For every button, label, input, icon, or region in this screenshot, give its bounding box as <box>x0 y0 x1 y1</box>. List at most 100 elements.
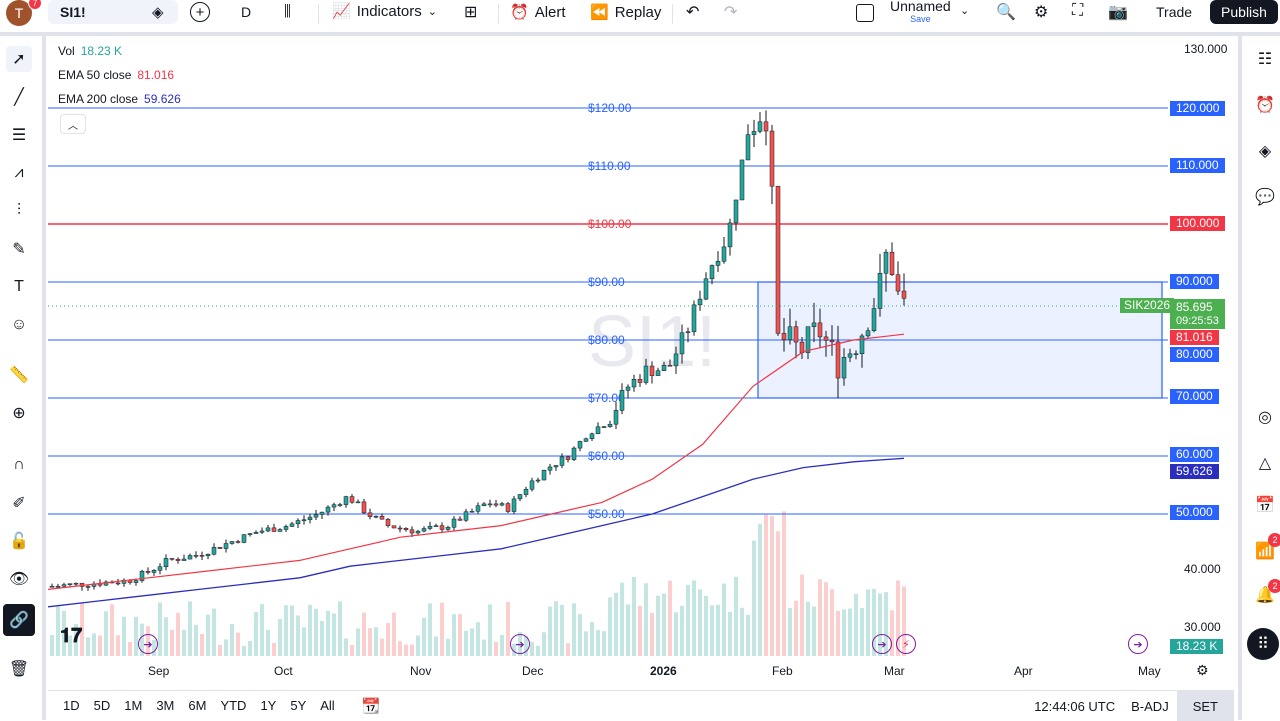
apps-grid-icon[interactable]: ⠿ <box>1247 628 1279 660</box>
candle <box>469 511 475 513</box>
ema200-legend[interactable]: EMA 200 close 59.626 <box>58 92 181 106</box>
replay-button[interactable]: ⏪ Replay <box>590 3 661 22</box>
lightning-event-icon[interactable]: ⚡ <box>896 634 916 654</box>
range-ytd[interactable]: YTD <box>220 698 247 713</box>
price-scale[interactable]: 130.000 120.000 110.000 100.000 90.000 8… <box>1168 36 1234 686</box>
volume-legend[interactable]: Vol 18.23 K <box>58 44 122 58</box>
templates-icon[interactable]: ⊞ <box>464 4 478 21</box>
publish-button[interactable]: Publish <box>1210 0 1278 24</box>
emoji-icon[interactable]: ☺ <box>10 316 28 333</box>
calendar-icon[interactable]: 📅 <box>1255 497 1275 514</box>
goto-date-icon[interactable]: 📆 <box>361 697 381 715</box>
undo-icon[interactable]: ↶ <box>686 4 700 21</box>
time-axis[interactable]: Sep Oct Nov Dec 2026 Feb Mar Apr May ⚙ <box>48 660 1234 684</box>
redo-icon[interactable]: ↷ <box>724 4 738 21</box>
chevron-down-icon[interactable]: ⌄ <box>960 5 970 17</box>
magnet-icon[interactable]: ∩ <box>13 456 25 473</box>
axis-settings-icon[interactable]: ⚙ <box>1196 662 1209 678</box>
volume-bar <box>692 580 696 656</box>
fullscreen-icon[interactable]: ⛶ <box>1072 2 1084 19</box>
volume-bar <box>884 592 888 656</box>
volume-bar <box>506 602 510 656</box>
horizontal-line-label: $70.00 <box>588 391 625 405</box>
cursor-icon[interactable]: ➚ <box>6 46 32 72</box>
collapse-legend-button[interactable]: ︿ <box>60 114 86 134</box>
forecast-icon[interactable]: ⫶ <box>16 202 21 219</box>
candle <box>697 298 703 306</box>
event-marker-icon[interactable]: ➔ <box>138 634 158 654</box>
chat-icon[interactable]: 💬 <box>1255 189 1275 206</box>
volume-bar <box>644 583 648 656</box>
volume-bar <box>896 580 900 656</box>
compare-symbol-icon[interactable]: + <box>190 2 210 22</box>
event-marker-icon[interactable]: ➔ <box>510 634 530 654</box>
ruler-icon[interactable]: 📏 <box>9 367 29 384</box>
diamond-icon[interactable]: ◈ <box>152 4 164 21</box>
range-1y[interactable]: 1Y <box>260 698 277 713</box>
volume-bar <box>704 595 708 656</box>
watchlist-icon[interactable]: ☷ <box>1257 51 1273 68</box>
fib-retracement-icon[interactable]: ☰ <box>11 127 27 144</box>
camera-icon[interactable]: 📷 <box>1108 4 1128 21</box>
candle <box>139 570 145 581</box>
session-toggle[interactable]: SET <box>1176 691 1234 721</box>
range-5y[interactable]: 5Y <box>290 698 307 713</box>
event-marker-icon[interactable]: ➔ <box>1128 634 1148 654</box>
candle <box>367 512 373 517</box>
trend-line-icon[interactable]: ╱ <box>14 89 24 106</box>
time-tick: May <box>1138 664 1161 678</box>
volume-bar <box>446 638 450 656</box>
link-icon[interactable]: 🔗 <box>3 604 35 636</box>
adjustment-toggle[interactable]: B-ADJ <box>1131 698 1169 714</box>
ema50-legend[interactable]: EMA 50 close 81.016 <box>58 68 174 82</box>
volume-bar <box>476 622 480 656</box>
volume-bar <box>110 604 114 656</box>
candle <box>835 341 841 379</box>
quick-search-icon[interactable]: 🔍 <box>996 4 1016 21</box>
horizontal-line-label: $100.00 <box>588 217 632 231</box>
indicators-button[interactable]: 📈 Indicators ⌄ <box>332 2 437 21</box>
range-1d[interactable]: 1D <box>63 698 80 713</box>
layout-name-button[interactable]: Unnamed Save <box>890 0 951 26</box>
volume-bar <box>758 523 762 656</box>
range-1m[interactable]: 1M <box>124 698 143 713</box>
user-avatar[interactable]: T <box>6 0 32 26</box>
horizontal-lines[interactable]: $120.00 $110.00 $100.00 $90.00 $80.00 $70.00 $… <box>48 101 1168 521</box>
ideas-icon[interactable]: △ <box>1258 455 1272 472</box>
range-5d[interactable]: 5D <box>93 698 111 713</box>
range-3m[interactable]: 3M <box>156 698 175 713</box>
clock[interactable]: 12:44:06 UTC <box>1034 698 1116 714</box>
text-icon[interactable]: T <box>14 278 24 295</box>
candle <box>217 546 223 549</box>
trash-icon[interactable]: 🗑 <box>8 661 30 678</box>
candles-icon[interactable]: ⫼ <box>284 3 291 20</box>
layout-icon[interactable] <box>856 4 874 22</box>
range-all[interactable]: All <box>320 698 335 713</box>
settings-gear-icon[interactable]: ⚙ <box>1034 4 1049 21</box>
trade-button[interactable]: Trade <box>1156 4 1193 20</box>
candle <box>349 496 355 503</box>
zoom-in-icon[interactable]: ⊕ <box>12 405 26 422</box>
layout-save-label: Save <box>910 14 931 24</box>
pattern-icon[interactable]: ⩘ <box>14 164 24 181</box>
layers-icon[interactable]: ◈ <box>1258 143 1272 160</box>
alert-button[interactable]: ⏰ Alert <box>510 3 566 22</box>
volume-bar <box>782 511 786 656</box>
alarm-clock-icon[interactable]: ⏰ <box>1255 97 1275 114</box>
candle <box>733 199 739 224</box>
eye-icon[interactable]: 👁 <box>8 571 30 588</box>
lock-drawing-icon[interactable]: ✐ <box>12 495 26 512</box>
chart-canvas[interactable]: SI1! $120.00 $110.00 $100.00 $90.00 $80.00 $7… <box>48 36 1168 686</box>
event-marker-icon[interactable]: ➔ <box>872 634 892 654</box>
bell-badge: 2 <box>1268 579 1280 593</box>
interval-button[interactable]: D <box>241 4 252 20</box>
range-6m[interactable]: 6M <box>188 698 207 713</box>
signal-icon[interactable]: 📶 <box>1255 543 1275 560</box>
brush-icon[interactable]: ✎ <box>12 241 26 258</box>
target-icon[interactable]: ◎ <box>1258 409 1272 426</box>
chevron-up-icon: ︿ <box>68 120 78 132</box>
symbol-search-button[interactable]: SI1! <box>48 0 178 24</box>
lock-icon[interactable]: 🔓 <box>9 533 29 550</box>
volume-bar <box>860 608 864 656</box>
volume-bar <box>848 608 852 656</box>
